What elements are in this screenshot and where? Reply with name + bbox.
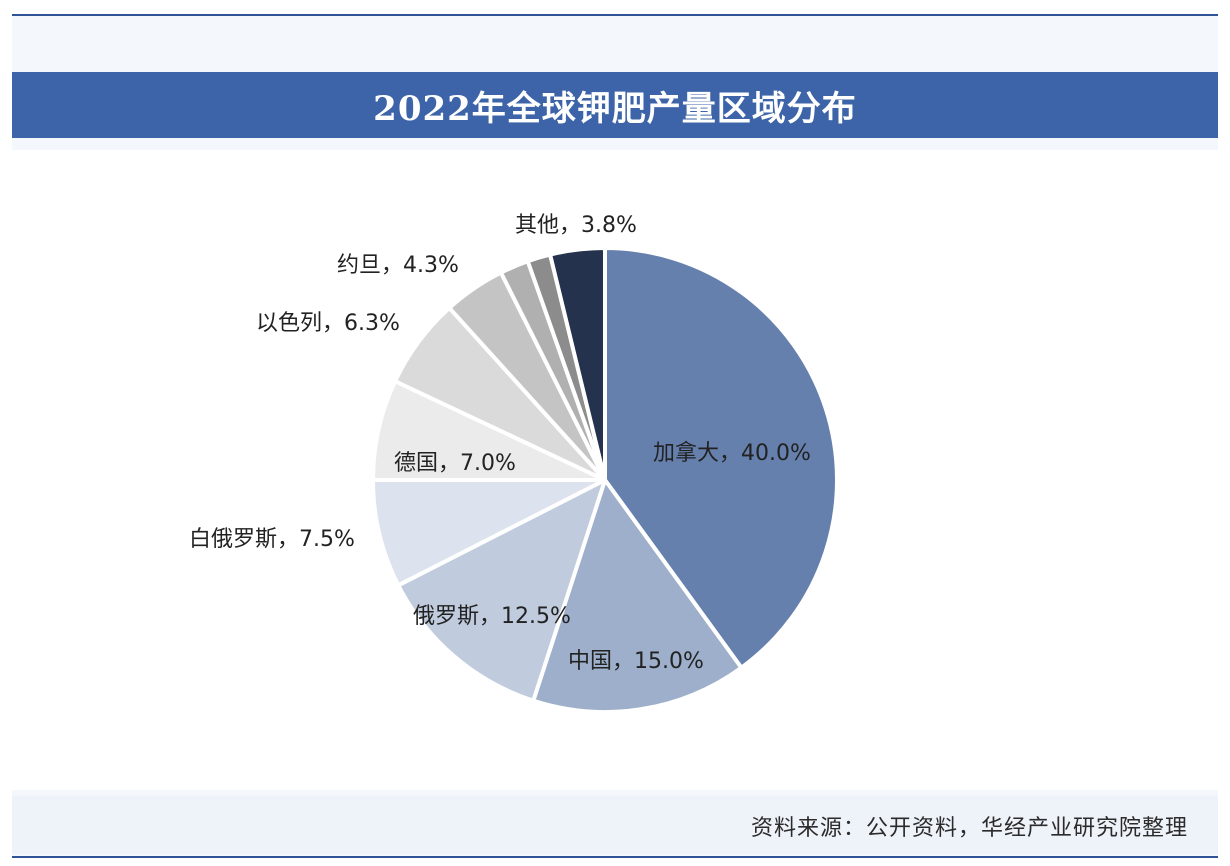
source-bar: 资料来源：公开资料，华经产业研究院整理: [12, 796, 1218, 854]
slice-label-5: 以色列，6.3%: [256, 311, 400, 336]
chart-title: 2022年全球钾肥产量区域分布: [373, 88, 857, 129]
pie-slice-9: [548, 246, 607, 482]
slice-label-1: 中国，15.0%: [568, 649, 704, 674]
slice-label-2: 俄罗斯，12.5%: [413, 604, 571, 629]
pie-slice-3: [371, 478, 607, 588]
slice-label-4: 德国，7.0%: [394, 451, 516, 476]
slice-label-0: 加拿大，40.0%: [653, 440, 811, 466]
pie-slice-2: [396, 478, 607, 703]
source-note: 资料来源：公开资料，华经产业研究院整理: [750, 816, 1188, 841]
slice-label-9: 其他，3.8%: [515, 213, 637, 238]
title-bar: 2022年全球钾肥产量区域分布: [12, 72, 1218, 138]
pie-slice-1: [531, 478, 744, 715]
pie-slice-0: [603, 246, 839, 670]
slice-label-3: 白俄罗斯，7.5%: [189, 527, 355, 552]
slice-label-6: 约旦，4.3%: [337, 253, 459, 278]
